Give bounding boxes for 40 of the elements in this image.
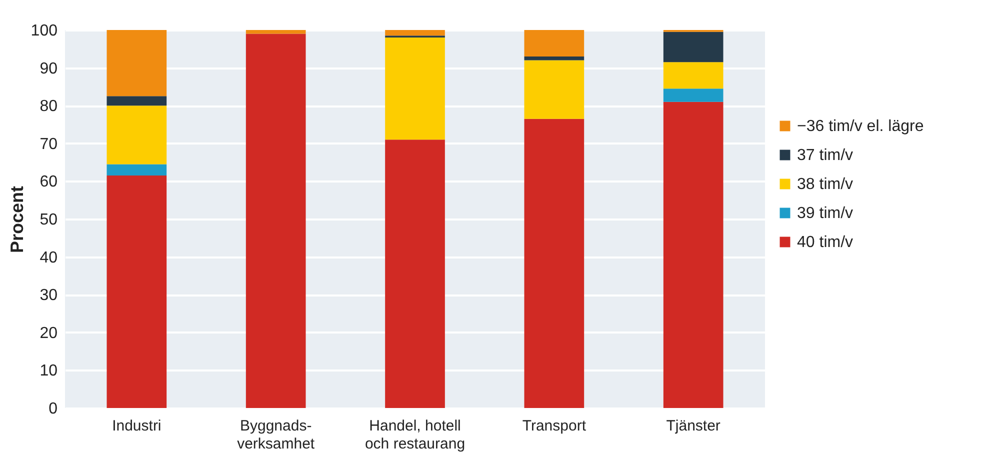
bar (385, 140, 445, 408)
x-tick-label: Transport (522, 418, 587, 434)
y-tick-label: 80 (40, 98, 58, 116)
bar (385, 38, 445, 140)
y-tick-label: 20 (40, 324, 58, 342)
y-tick-label: 40 (40, 249, 58, 266)
bar (663, 32, 724, 62)
y-tick-label: 30 (40, 287, 58, 304)
bar (524, 60, 584, 119)
legend-label: 39 tim/v (797, 205, 854, 222)
bar (663, 88, 724, 102)
bar (385, 30, 445, 36)
bar (246, 30, 306, 34)
bar (524, 30, 584, 56)
y-tick-label: 60 (40, 174, 58, 191)
bar (663, 102, 724, 408)
bar (106, 106, 167, 164)
y-tick-label: 100 (30, 22, 58, 40)
y-tick-label: 90 (40, 60, 58, 78)
x-tick-label: Tjänster (666, 418, 720, 434)
bar (106, 176, 167, 408)
legend-label: 40 tim/v (797, 234, 854, 251)
legend-label: 38 tim/v (797, 176, 854, 193)
x-tick-label: Handel, hotell och restaurang (364, 418, 466, 452)
y-axis-title: Procent (6, 186, 27, 254)
x-tick-label: Byggnads-verksamhet (237, 418, 316, 452)
y-tick-label: 50 (40, 212, 58, 228)
legend-label: −36 tim/v el. lägre (797, 118, 924, 135)
x-tick-label: Industri (112, 418, 162, 434)
y-tick-label: 0 (48, 400, 58, 418)
bar (524, 118, 584, 408)
bar (246, 34, 306, 408)
bar (106, 96, 167, 106)
y-tick-label: 70 (40, 136, 58, 153)
bar (663, 62, 724, 89)
bar (106, 30, 167, 96)
y-tick-label: 10 (40, 362, 58, 380)
bar (106, 164, 167, 176)
legend-label: 37 tim/v (797, 147, 854, 164)
bar (524, 56, 584, 60)
